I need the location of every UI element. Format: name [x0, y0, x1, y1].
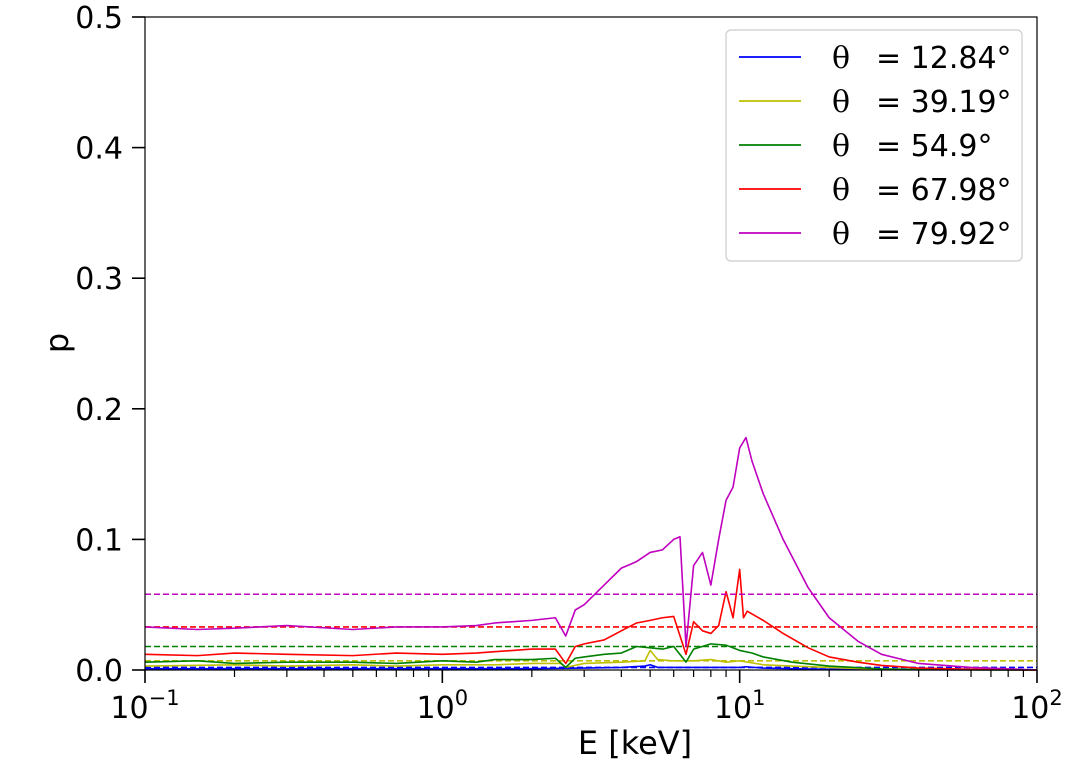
y-tick-label-0: 0.0 — [75, 654, 123, 689]
x-tick-label-2: 101 — [714, 686, 766, 726]
legend-symbol-0: θ — [832, 41, 850, 76]
y-axis: 0.0 0.1 0.2 0.3 0.4 0.5 — [75, 1, 145, 689]
legend-label-2: = 54.9° — [876, 129, 992, 164]
series-line-2 — [144, 643, 1038, 671]
y-tick-label-1: 0.1 — [75, 523, 123, 558]
legend-label-4: = 79.92° — [876, 217, 1012, 252]
plot-frame — [144, 16, 1038, 671]
legend: θ = 12.84° θ = 39.19° θ = 54.9° θ = 67.98° θ = 79… — [725, 29, 1023, 262]
y-tick-label-2: 0.2 — [75, 393, 123, 428]
legend-symbol-3: θ — [832, 173, 850, 208]
x-tick-label-3: 102 — [1011, 686, 1063, 726]
legend-box — [725, 29, 1023, 262]
x-axis-label: E [keV] — [578, 724, 692, 762]
y-tick-label-3: 0.3 — [75, 262, 123, 297]
series-line-1 — [144, 649, 1038, 671]
series-line-3 — [144, 568, 1038, 671]
series-line-4 — [144, 436, 1038, 671]
legend-label-3: = 67.98° — [876, 173, 1012, 208]
legend-label-0: = 12.84° — [876, 41, 1012, 76]
x-tick-label-1: 100 — [417, 686, 469, 726]
y-axis-label: p — [38, 333, 76, 353]
legend-symbol-4: θ — [832, 217, 850, 252]
legend-label-1: = 39.19° — [876, 85, 1012, 120]
y-tick-label-4: 0.4 — [75, 132, 123, 167]
y-tick-label-5: 0.5 — [75, 1, 123, 36]
legend-symbol-1: θ — [832, 85, 850, 120]
series-layer — [144, 436, 1038, 671]
x-axis: 10−1 100 101 102 — [110, 670, 1063, 726]
series-line-0 — [145, 663, 1038, 671]
x-tick-label-0: 10−1 — [110, 686, 179, 726]
legend-symbol-2: θ — [832, 129, 850, 164]
